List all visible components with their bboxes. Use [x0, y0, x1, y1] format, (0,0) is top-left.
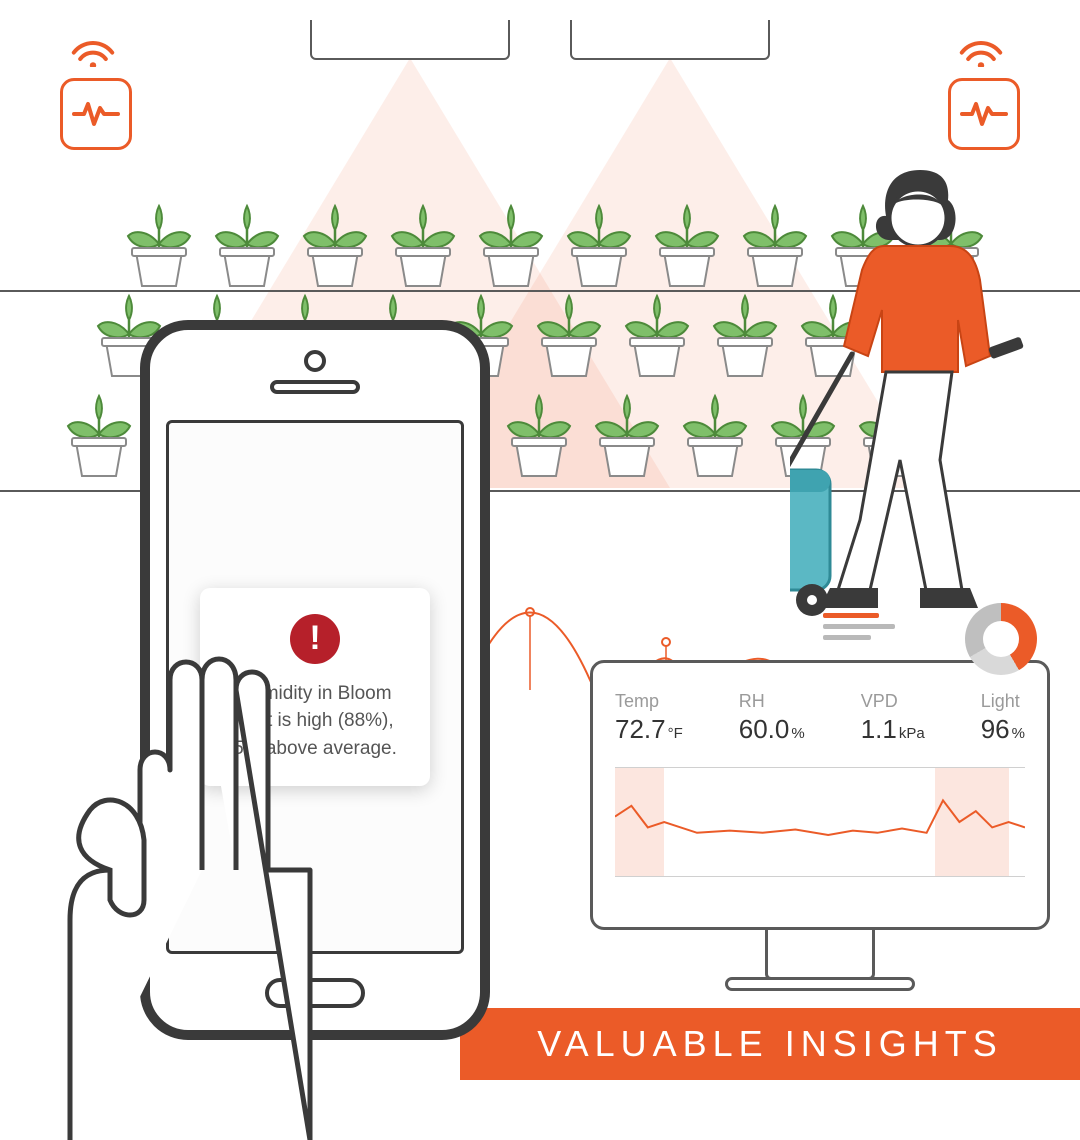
phone-speaker	[270, 380, 360, 394]
monitor-base	[725, 977, 915, 991]
metric-value: 1.1kPa	[861, 714, 925, 745]
monitor-stand	[765, 930, 875, 980]
infographic-scene: Temp 72.7°F RH 60.0% VPD 1.1kPa	[0, 0, 1080, 1080]
wifi-icon	[69, 35, 117, 67]
potted-plant	[648, 200, 726, 290]
potted-plant	[296, 200, 374, 290]
heartbeat-icon	[960, 98, 1008, 130]
metric-value: 96%	[981, 714, 1025, 745]
grow-light-fixture	[310, 20, 510, 60]
metric-label: Temp	[615, 691, 683, 712]
grow-light-fixture	[570, 20, 770, 60]
metric-label: Light	[981, 691, 1025, 712]
metric-vpd: VPD 1.1kPa	[861, 691, 925, 745]
sensor-device-right	[948, 78, 1020, 150]
heartbeat-icon	[72, 98, 120, 130]
potted-plant	[706, 290, 784, 380]
potted-plant	[618, 290, 696, 380]
potted-plant	[208, 200, 286, 290]
potted-plant	[560, 200, 638, 290]
person-walking	[790, 160, 1050, 620]
hand-illustration	[10, 540, 570, 1140]
monitor-screen: Temp 72.7°F RH 60.0% VPD 1.1kPa	[590, 660, 1050, 930]
metric-value: 60.0%	[739, 714, 805, 745]
potted-plant	[530, 290, 608, 380]
dashboard-monitor: Temp 72.7°F RH 60.0% VPD 1.1kPa	[590, 660, 1050, 1000]
line-chart	[615, 767, 1025, 877]
potted-plant	[120, 200, 198, 290]
metric-value: 72.7°F	[615, 714, 683, 745]
banner-text: VALUABLE INSIGHTS	[537, 1023, 1002, 1065]
potted-plant	[384, 200, 462, 290]
potted-plant	[588, 390, 666, 480]
potted-plant	[676, 390, 754, 480]
phone-in-hand: ! Humidity in Bloom Tent is high (88%), …	[20, 310, 540, 1100]
line-chart-svg	[615, 768, 1025, 876]
metric-label: VPD	[861, 691, 925, 712]
legend-icon	[823, 613, 903, 646]
potted-plant	[472, 200, 550, 290]
metric-rh: RH 60.0%	[739, 691, 805, 745]
metrics-row: Temp 72.7°F RH 60.0% VPD 1.1kPa	[615, 691, 1025, 745]
pie-chart-icon	[965, 603, 1037, 675]
sensor-device-left	[60, 78, 132, 150]
metric-label: RH	[739, 691, 805, 712]
metric-light: Light 96%	[981, 691, 1025, 745]
wifi-icon	[957, 35, 1005, 67]
metric-temp: Temp 72.7°F	[615, 691, 683, 745]
